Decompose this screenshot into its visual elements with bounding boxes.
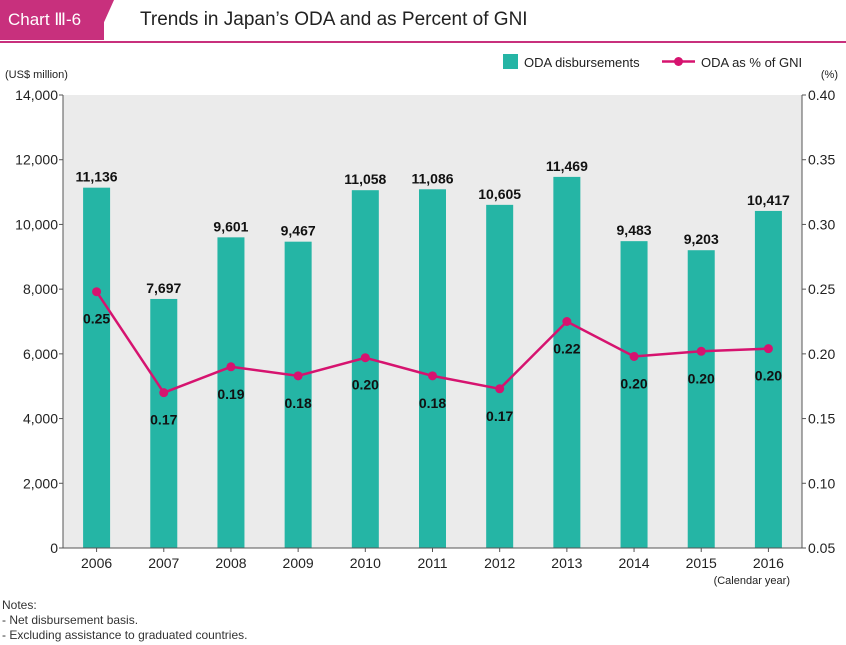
x-axis-unit-label: (Calendar year) [714, 575, 790, 587]
x-tick-label: 2013 [551, 555, 582, 571]
right-axis-ticks: 0.05 0.10 0.15 0.20 0.25 0.30 0.35 0.40 [801, 87, 835, 556]
oda-bar-value-label: 7,697 [146, 280, 181, 296]
left-tick-label: 14,000 [15, 87, 58, 103]
gni-percent-label: 0.20 [620, 375, 647, 391]
gni-percent-point [696, 346, 706, 356]
left-tick-label: 2,000 [23, 475, 58, 491]
oda-bar [754, 210, 782, 548]
gni-percent-point [226, 362, 236, 372]
gni-percent-point [92, 287, 102, 297]
chart-number-label: Chart Ⅲ-6 [0, 0, 104, 40]
right-tick-label: 0.10 [808, 475, 835, 491]
gni-percent-label: 0.18 [419, 395, 446, 411]
oda-bar [419, 189, 446, 549]
left-axis-ticks: 0 2,000 4,000 6,000 8,000 10,000 12,000 14,000 [15, 87, 64, 556]
oda-bar [553, 176, 581, 548]
x-tick-label: 2016 [753, 555, 784, 571]
oda-bar-value-label: 9,483 [617, 222, 652, 238]
note-line: - Net disbursement basis. [2, 613, 139, 627]
right-tick-label: 0.15 [808, 411, 835, 427]
oda-bar-value-label: 9,203 [684, 231, 719, 247]
oda-bar [351, 190, 379, 549]
oda-bar-value-label: 11,086 [411, 170, 453, 186]
legend-line-label: ODA as % of GNI [701, 55, 802, 70]
chart-number-text: Chart Ⅲ-6 [8, 10, 82, 29]
gni-percent-label: 0.20 [352, 377, 379, 393]
line-series: 0.25 0.17 0.19 0.18 0.20 0.18 0.17 0.22 0.20 0.20… [83, 287, 782, 428]
left-axis-unit-label: (US$ million) [5, 69, 68, 81]
gni-percent-label: 0.25 [83, 311, 110, 327]
gni-percent-point [360, 353, 370, 363]
oda-bar-value-label: 11,058 [344, 171, 386, 187]
left-tick-label: 10,000 [15, 216, 58, 232]
notes: Notes: - Net disbursement basis. - Exclu… [2, 598, 247, 643]
oda-bar [217, 237, 245, 549]
oda-bar-value-label: 10,605 [478, 186, 521, 202]
chart-title: Trends in Japan’s ODA and as Percent of … [140, 9, 528, 30]
x-tick-label: 2012 [484, 555, 515, 571]
legend-bar-swatch [503, 54, 518, 69]
gni-percent-label: 0.19 [217, 386, 244, 402]
oda-bar-value-label: 11,469 [546, 158, 588, 174]
gni-percent-label: 0.22 [553, 341, 580, 357]
left-tick-label: 12,000 [15, 152, 58, 168]
note-line: - Excluding assistance to graduated coun… [2, 628, 248, 642]
right-tick-label: 0.25 [808, 281, 835, 297]
oda-bar [620, 241, 648, 548]
oda-bar [284, 241, 312, 548]
x-tick-label: 2010 [350, 555, 381, 571]
gni-percent-label: 0.17 [486, 408, 513, 424]
bar-series [83, 176, 782, 549]
x-tick-label: 2011 [417, 555, 447, 571]
gni-percent-label: 0.18 [285, 395, 312, 411]
bar-value-labels: 11,136 7,697 9,601 9,467 11,058 11,086 10,605 1… [76, 158, 790, 296]
oda-bar-value-label: 9,467 [281, 223, 316, 239]
x-tick-label: 2006 [81, 555, 112, 571]
gni-percent-point [562, 317, 572, 326]
gni-percent-label: 0.17 [150, 412, 177, 428]
oda-bar [83, 187, 111, 549]
gni-percent-label: 0.20 [688, 370, 715, 386]
oda-bar [687, 250, 715, 548]
right-tick-label: 0.20 [808, 346, 835, 362]
oda-bar-value-label: 9,601 [213, 218, 248, 234]
gni-percent-point [159, 388, 169, 398]
x-tick-label: 2009 [283, 555, 314, 571]
right-tick-label: 0.40 [808, 87, 835, 103]
legend: ODA disbursements ODA as % of GNI [503, 54, 802, 70]
oda-bar [486, 204, 514, 549]
gni-percent-point [293, 371, 303, 381]
left-tick-label: 6,000 [23, 346, 58, 362]
left-tick-label: 0 [50, 540, 58, 556]
gni-percent-point [495, 384, 505, 394]
oda-bar-value-label: 10,417 [747, 192, 790, 208]
right-axis-unit-label: (%) [821, 69, 838, 81]
right-tick-label: 0.05 [808, 540, 835, 556]
gni-percent-point [629, 351, 639, 361]
legend-line-marker [674, 57, 683, 66]
gni-percent-point [763, 344, 773, 354]
left-tick-label: 8,000 [23, 281, 58, 297]
right-tick-label: 0.35 [808, 152, 835, 168]
oda-bar-value-label: 11,136 [76, 169, 118, 185]
oda-chart: 02,0004,0006,0008,00010,00012,00014,000 … [5, 54, 838, 587]
notes-heading: Notes: [2, 598, 37, 612]
gni-percent-label: 0.20 [755, 368, 782, 384]
x-tick-label: 2008 [215, 555, 246, 571]
gni-percent-point [428, 371, 437, 381]
oda-bar [150, 298, 178, 548]
x-tick-label: 2015 [686, 555, 717, 571]
left-tick-label: 4,000 [23, 411, 58, 427]
title-divider [0, 41, 846, 43]
chart-label-tab-edge [96, 0, 114, 40]
x-tick-label: 2007 [148, 555, 179, 571]
x-axis-ticks: 2006 2007 2008 2009 2010 2011 2012 2013 2014 2015… [63, 547, 802, 571]
legend-bar-label: ODA disbursements [524, 55, 640, 70]
right-tick-label: 0.30 [808, 216, 835, 232]
x-tick-label: 2014 [618, 555, 649, 571]
